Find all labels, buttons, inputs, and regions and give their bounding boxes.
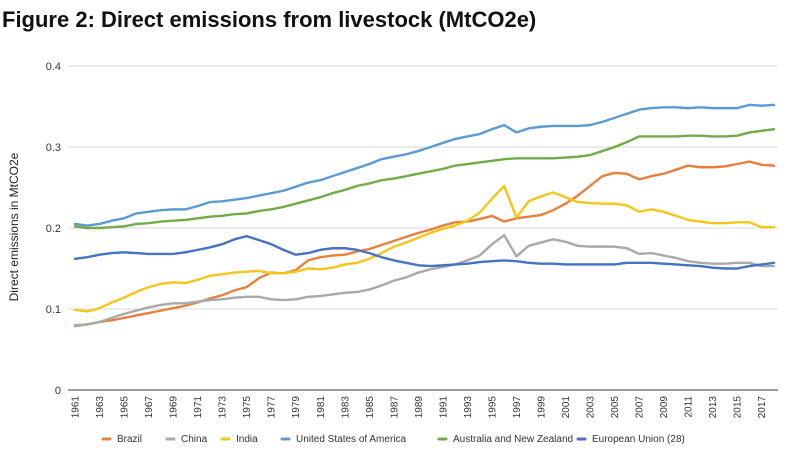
x-tick-label: 1975 — [242, 396, 253, 419]
series-line-european-union-28 — [73, 234, 776, 270]
y-tick-label: 0.4 — [46, 61, 61, 73]
legend-label-australia-and-new-zealand: Australia and New Zealand — [453, 434, 573, 445]
legend-label-european-union-28: European Union (28) — [592, 434, 685, 445]
x-tick-label: 2001 — [561, 396, 572, 419]
series-line-brazil — [73, 160, 776, 328]
series-line-india — [73, 184, 776, 313]
x-tick-label: 1963 — [95, 396, 106, 419]
x-tick-label: 1987 — [389, 396, 400, 419]
x-tick-label: 1971 — [193, 396, 204, 419]
x-tick-label: 1985 — [365, 396, 376, 419]
grid-lines — [68, 65, 778, 391]
x-tick-label: 2017 — [757, 396, 768, 419]
y-tick-label: 0 — [55, 385, 61, 397]
series-lines — [73, 103, 776, 328]
x-tick-label: 2011 — [684, 396, 695, 418]
x-tick-label: 2015 — [733, 396, 744, 419]
x-tick-label: 1983 — [340, 396, 351, 419]
legend-label-brazil: Brazil — [117, 434, 142, 445]
series-line-china — [73, 234, 776, 327]
y-tick-label: 0.2 — [46, 223, 61, 235]
x-tick-label: 1973 — [218, 396, 229, 419]
x-axis-ticks: 1961 1963 1965 1967 1969 1971 1973 1975 1977 1979… — [71, 396, 769, 419]
x-tick-label: 2007 — [635, 396, 646, 419]
x-tick-label: 1965 — [120, 396, 131, 419]
x-tick-label: 1989 — [414, 396, 425, 419]
legend: Brazil China India United States of America… — [101, 434, 685, 445]
x-tick-label: 1999 — [537, 396, 548, 419]
x-tick-label: 2005 — [610, 396, 621, 419]
x-tick-label: 1979 — [291, 396, 302, 419]
x-tick-label: 1967 — [144, 396, 155, 419]
x-tick-label: 1997 — [512, 396, 523, 419]
x-tick-label: 1991 — [438, 396, 449, 419]
x-tick-label: 1995 — [487, 396, 498, 419]
x-tick-label: 2009 — [659, 396, 670, 419]
y-tick-label: 0.1 — [46, 304, 61, 316]
x-tick-label: 1977 — [267, 396, 278, 419]
x-tick-label: 2013 — [708, 396, 719, 419]
legend-label-united-states-of-america: United States of America — [296, 434, 406, 445]
legend-label-china: China — [181, 434, 208, 445]
x-tick-label: 1993 — [463, 396, 474, 419]
x-tick-label: 1981 — [316, 396, 327, 419]
y-axis-ticks: 0 0.1 0.2 0.3 0.4 — [46, 61, 61, 397]
y-tick-label: 0.3 — [46, 142, 61, 154]
y-axis-title: Direct emissions in MtCO2e — [7, 152, 21, 301]
x-tick-label: 2003 — [586, 396, 597, 419]
chart-title: Figure 2: Direct emissions from livestoc… — [2, 7, 537, 32]
series-line-australia-and-new-zealand — [73, 127, 776, 230]
series-line-united-states-of-america — [73, 103, 776, 227]
x-tick-label: 1969 — [169, 396, 180, 419]
x-tick-label: 1961 — [71, 396, 82, 419]
legend-label-india: India — [236, 434, 258, 445]
